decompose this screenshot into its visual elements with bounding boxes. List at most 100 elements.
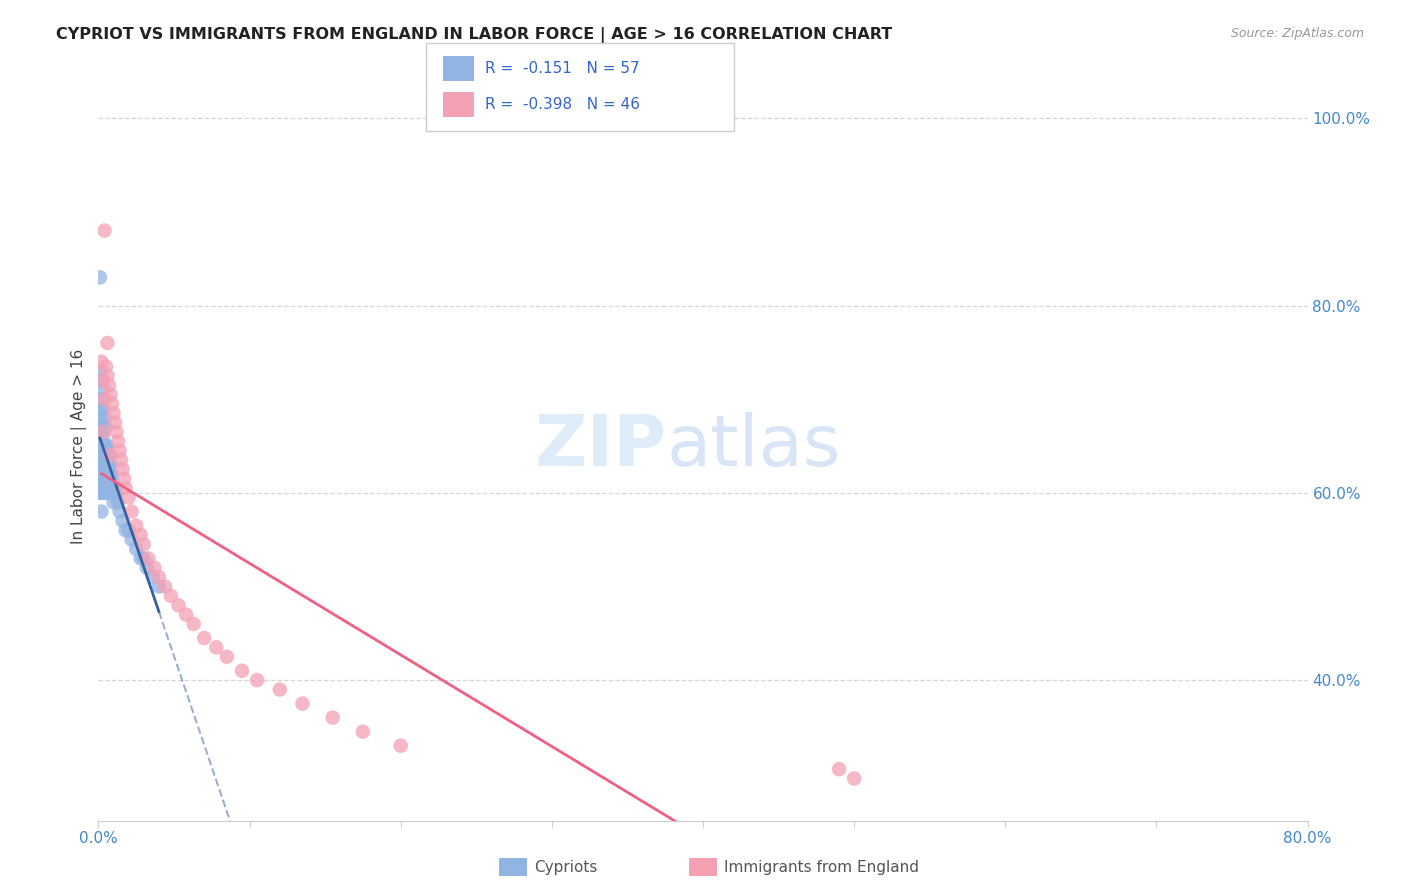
- Point: [91, 449, 114, 463]
- Point: [94, 439, 117, 453]
- Point: [93, 476, 115, 491]
- Point: [183, 617, 205, 632]
- Point: [89, 410, 111, 425]
- Point: [148, 570, 170, 584]
- Point: [112, 472, 135, 486]
- Point: [91, 374, 114, 388]
- Point: [103, 495, 125, 509]
- Point: [100, 387, 122, 401]
- Point: [89, 449, 111, 463]
- Point: [100, 486, 122, 500]
- Point: [91, 486, 114, 500]
- Point: [96, 336, 118, 351]
- Point: [246, 673, 269, 688]
- Point: [135, 561, 157, 575]
- Text: Cypriots: Cypriots: [534, 860, 598, 874]
- Point: [94, 486, 117, 500]
- Point: [110, 453, 132, 467]
- Point: [90, 458, 112, 472]
- Y-axis label: In Labor Force | Age > 16: In Labor Force | Age > 16: [72, 349, 87, 543]
- Point: [91, 467, 114, 482]
- Point: [93, 410, 115, 425]
- Point: [121, 533, 143, 547]
- Point: [93, 458, 115, 472]
- Point: [111, 462, 134, 476]
- Point: [90, 476, 112, 491]
- Point: [118, 523, 141, 537]
- Point: [89, 467, 111, 482]
- Point: [94, 467, 117, 482]
- Point: [125, 541, 148, 557]
- Point: [94, 449, 117, 463]
- Text: Immigrants from England: Immigrants from England: [724, 860, 920, 874]
- Point: [90, 505, 112, 519]
- Point: [101, 397, 124, 411]
- Point: [108, 443, 131, 458]
- Point: [129, 528, 152, 542]
- Point: [90, 392, 112, 407]
- Point: [89, 364, 111, 378]
- Point: [167, 599, 190, 613]
- Point: [89, 430, 111, 444]
- Point: [89, 486, 111, 500]
- Point: [291, 697, 314, 711]
- Text: R =  -0.398   N = 46: R = -0.398 N = 46: [485, 97, 640, 112]
- Point: [129, 551, 152, 566]
- Point: [91, 430, 114, 444]
- Point: [89, 270, 111, 285]
- Point: [205, 640, 228, 655]
- Point: [269, 682, 291, 697]
- Point: [828, 762, 851, 776]
- Point: [100, 458, 122, 472]
- Point: [174, 607, 197, 622]
- Point: [91, 401, 114, 416]
- Point: [125, 518, 148, 533]
- Point: [93, 224, 115, 238]
- Point: [153, 580, 176, 594]
- Text: Source: ZipAtlas.com: Source: ZipAtlas.com: [1230, 27, 1364, 40]
- Text: ZIP: ZIP: [534, 411, 666, 481]
- Point: [90, 420, 112, 434]
- Point: [98, 449, 121, 463]
- Point: [101, 467, 124, 482]
- Point: [389, 739, 412, 753]
- Point: [98, 476, 121, 491]
- Point: [90, 374, 112, 388]
- Point: [322, 711, 344, 725]
- Point: [103, 476, 125, 491]
- Point: [103, 406, 125, 420]
- Point: [98, 458, 121, 472]
- Point: [91, 383, 114, 397]
- Point: [142, 570, 165, 584]
- Point: [132, 551, 155, 566]
- Point: [107, 434, 129, 449]
- Point: [90, 401, 112, 416]
- Point: [231, 664, 253, 678]
- Point: [94, 359, 117, 374]
- Point: [104, 486, 127, 500]
- Point: [96, 458, 118, 472]
- Point: [91, 425, 114, 439]
- Point: [111, 514, 134, 528]
- Point: [96, 476, 118, 491]
- Point: [100, 467, 122, 482]
- Point: [136, 551, 159, 566]
- Point: [90, 355, 112, 369]
- Text: CYPRIOT VS IMMIGRANTS FROM ENGLAND IN LABOR FORCE | AGE > 16 CORRELATION CHART: CYPRIOT VS IMMIGRANTS FROM ENGLAND IN LA…: [56, 27, 893, 43]
- Point: [114, 523, 136, 537]
- Point: [100, 449, 122, 463]
- Point: [93, 392, 115, 407]
- Point: [96, 439, 118, 453]
- Point: [160, 589, 183, 603]
- Point: [90, 486, 112, 500]
- Text: R =  -0.151   N = 57: R = -0.151 N = 57: [485, 62, 640, 76]
- Point: [215, 649, 238, 664]
- Point: [118, 491, 141, 505]
- Point: [193, 631, 215, 645]
- Point: [96, 368, 118, 383]
- Point: [114, 481, 136, 495]
- Point: [107, 495, 129, 509]
- Point: [844, 772, 866, 786]
- Point: [94, 420, 117, 434]
- Text: atlas: atlas: [666, 411, 841, 481]
